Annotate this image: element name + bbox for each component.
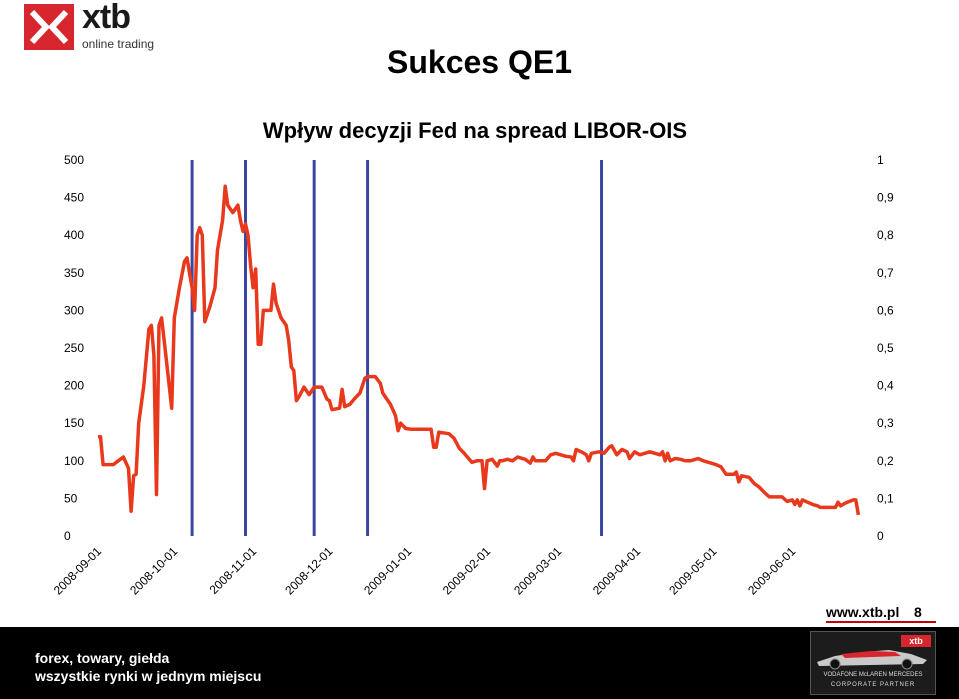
x-axis: 2008-09-01 2008-10-01 2008-11-01 2008-12-01… [51,544,799,598]
x-tick-label: 2008-10-01 [127,544,181,598]
y-axis-left: 0 50 100 150 200 250 300 350 400 450 500 [64,153,84,543]
race-car-icon [817,650,927,670]
x-tick-label: 2009-02-01 [440,544,494,598]
banner-xtb-logo: xtb [901,635,931,647]
y2-tick-label: 0,4 [877,379,894,393]
y2-tick-label: 0,8 [877,228,894,242]
y-axis-right: 0 0,1 0,2 0,3 0,4 0,5 0,6 0,7 0,8 0,9 1 [877,153,894,543]
y-tick-label: 350 [64,266,84,280]
y-tick-label: 500 [64,153,84,167]
y-tick-label: 200 [64,379,84,393]
y-tick-label: 250 [64,341,84,355]
y-tick-label: 150 [64,416,84,430]
footer-divider [826,621,936,623]
x-tick-label: 2009-06-01 [745,544,799,598]
xtb-logo: xtb online trading [24,0,164,52]
y-tick-label: 300 [64,303,84,317]
y2-tick-label: 0,7 [877,266,894,280]
libor-ois-chart: Wpływ decyzji Fed na spread LIBOR-OIS 0 5… [51,118,894,598]
footer-tagline-2: wszystkie rynki w jednym miejscu [35,668,262,684]
fed-events [190,160,604,536]
x-tick-label: 2009-04-01 [590,544,644,598]
page-number: 8 [914,604,922,620]
banner-text-partner: CORPORATE PARTNER [830,682,916,688]
chart-title: Wpływ decyzji Fed na spread LIBOR-OIS [263,118,687,143]
y2-tick-label: 0,5 [877,341,894,355]
y2-tick-label: 0,1 [877,491,894,505]
y2-tick-label: 0,3 [877,416,894,430]
x-tick-label: 2009-05-01 [666,544,720,598]
x-mark-icon [29,9,69,45]
logo-tagline: online trading [82,37,155,51]
x-tick-label: 2008-12-01 [282,544,336,598]
y2-tick-label: 0,2 [877,454,894,468]
banner-text-team: VODAFONE McLAREN MERCEDES [823,672,923,678]
x-tick-label: 2008-09-01 [51,544,105,598]
y-tick-label: 50 [64,491,78,505]
footer-bar: forex, towary, giełda wszystkie rynki w … [0,627,959,699]
x-tick-label: 2009-03-01 [511,544,565,598]
logo-wordmark: xtb [82,0,131,36]
slide-title: Sukces QE1 [387,44,572,80]
y2-tick-label: 0 [877,529,884,543]
x-tick-label: 2009-01-01 [361,544,415,598]
y-tick-label: 0 [64,529,71,543]
series-line-libor-ois [98,184,861,516]
logo-mark [24,4,74,50]
y-tick-label: 450 [64,191,84,205]
y2-tick-label: 1 [877,153,884,167]
y2-tick-label: 0,9 [877,191,894,205]
y2-tick-label: 0,6 [877,303,894,317]
y-tick-label: 100 [64,454,84,468]
footer-tagline-1: forex, towary, giełda [35,650,170,666]
y-tick-label: 400 [64,228,84,242]
x-tick-label: 2008-11-01 [207,544,260,597]
site-url[interactable]: www.xtb.pl [826,604,900,620]
mclaren-partner-banner: xtb VODAFONE McLAREN MERCEDES CORPORATE … [810,631,936,695]
